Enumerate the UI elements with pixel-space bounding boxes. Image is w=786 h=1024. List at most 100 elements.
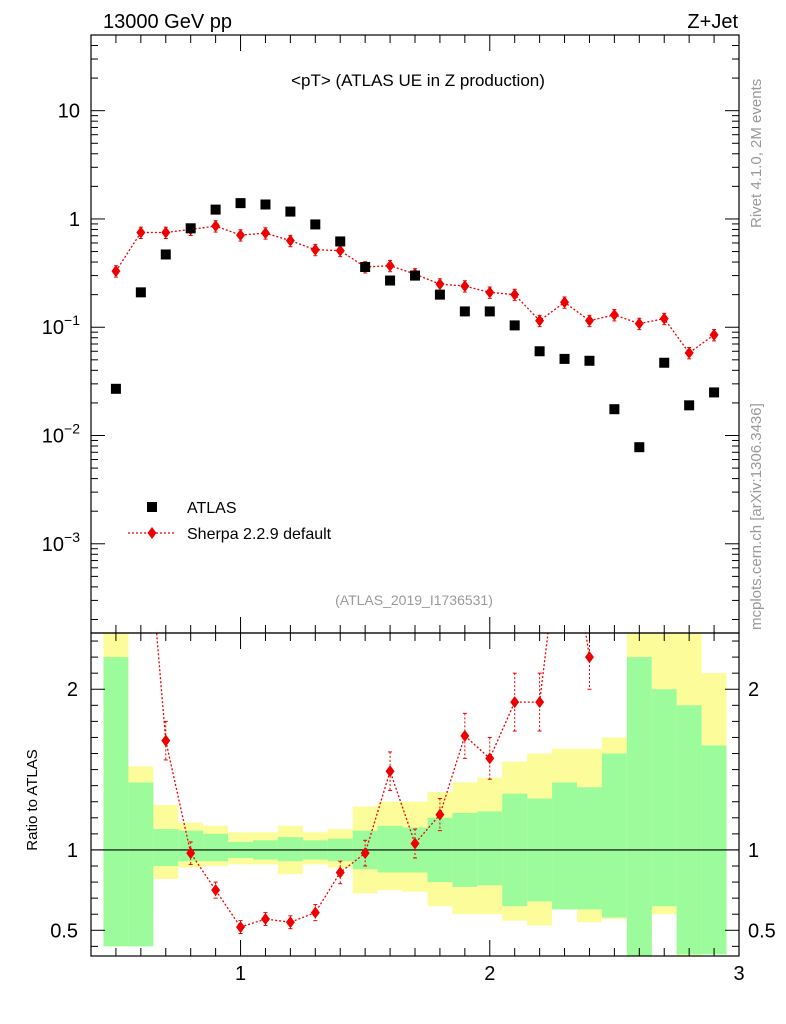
sherpa-point (485, 286, 495, 299)
band-green (601, 753, 627, 918)
band-green (203, 833, 229, 862)
sherpa-point (584, 314, 594, 327)
atlas-point (360, 262, 371, 273)
legend: ATLAS Sherpa 2.2.9 default (128, 500, 332, 543)
ratio-y-tick-label-right: 1 (748, 840, 759, 862)
atlas-point (335, 236, 346, 247)
sherpa-point (535, 314, 545, 327)
atlas-point (410, 270, 420, 281)
ratio-uncertainty-bands (103, 633, 727, 956)
band-green (676, 705, 702, 955)
band-green (277, 837, 303, 862)
sherpa-point (161, 226, 171, 239)
band-green (377, 825, 403, 873)
sherpa-point (211, 220, 221, 233)
ratio-y-tick-label: 2 (67, 679, 78, 701)
sherpa-point (609, 308, 619, 321)
band-green (552, 782, 577, 910)
sherpa-point (510, 288, 520, 301)
ratio-y-tick-label-right: 0.5 (748, 920, 776, 942)
sherpa-point (435, 278, 445, 291)
ratio-point (560, 490, 569, 502)
y-tick-label: 10 (58, 101, 80, 123)
ratio-point (211, 884, 221, 897)
ratio-point (136, 442, 145, 454)
y-tick-label: 1 (69, 209, 80, 231)
ratio-point (485, 752, 495, 765)
ratio-point (460, 729, 470, 742)
ratio-point (335, 866, 345, 879)
atlas-point (684, 400, 695, 411)
ratio-y-tick-label-right: 2 (748, 679, 759, 701)
sherpa-point (634, 317, 644, 330)
atlas-point (310, 219, 321, 230)
sherpa-point (285, 234, 295, 247)
header-left: 13000 GeV pp (103, 11, 232, 33)
band-green (651, 689, 677, 907)
sherpa-point (260, 227, 270, 240)
legend-marker-sherpa (147, 527, 157, 539)
atlas-point (160, 249, 171, 260)
atlas-point (584, 355, 595, 366)
ratio-point (410, 837, 420, 850)
sherpa-point (111, 265, 121, 278)
legend-label: ATLAS (187, 500, 237, 517)
ratio-point (186, 847, 196, 860)
band-green (128, 782, 154, 947)
sherpa-point (460, 280, 470, 293)
y-tick-label: 10−1 (42, 312, 80, 339)
rivet-label: Rivet 4.1.0, 2M events (748, 79, 765, 228)
axes: 10 1 10−1 10−2 10−3 0.5 0.5 1 1 2 2 1 2 3 (42, 34, 776, 985)
ratio-point (310, 906, 320, 919)
sherpa-point (659, 312, 669, 325)
main-frame (90, 34, 740, 634)
ratio-y-tick-label: 1 (67, 840, 78, 862)
atlas-point (634, 442, 645, 453)
atlas-point (210, 204, 221, 215)
ratio-point (360, 847, 370, 860)
ratio-plot-area (91, 442, 739, 935)
x-tick-label: 1 (235, 963, 246, 985)
atlas-point (509, 320, 520, 331)
atlas-point (659, 357, 670, 368)
ratio-point (236, 921, 246, 934)
atlas-point (285, 206, 296, 217)
sherpa-point (385, 259, 395, 272)
atlas-point (235, 198, 246, 209)
ratio-point (584, 651, 594, 664)
ratio-point (161, 734, 171, 747)
atlas-point (459, 306, 470, 317)
ratio-point (285, 916, 295, 929)
band-green (153, 829, 179, 867)
ratio-point (260, 913, 270, 926)
mcplots-label: mcplots.cern.ch [arXiv:1306.3436] (748, 403, 765, 630)
band-green (626, 657, 652, 956)
atlas-point (534, 346, 545, 357)
sherpa-point (684, 346, 694, 359)
x-tick-label: 3 (733, 963, 744, 985)
analysis-id: (ATLAS_2019_I1736531) (335, 592, 493, 608)
sherpa-point (709, 328, 719, 341)
legend-marker-atlas (147, 502, 157, 512)
ratio-y-tick-label: 0.5 (50, 920, 78, 942)
atlas-point (185, 223, 196, 234)
y-tick-label: 10−3 (42, 529, 80, 556)
sherpa-point (236, 229, 246, 242)
main-plot-area (110, 198, 720, 453)
plot-title: <pT> (ATLAS UE in Z production) (291, 71, 545, 90)
atlas-point (709, 387, 720, 398)
sherpa-point (310, 243, 320, 256)
sherpa-line (115, 225, 715, 354)
sherpa-point (560, 296, 570, 309)
atlas-point (434, 289, 445, 300)
atlas-point (559, 353, 570, 364)
band-green (477, 811, 503, 886)
legend-label: Sherpa 2.2.9 default (187, 526, 332, 543)
ratio-point (535, 696, 545, 709)
band-green (577, 787, 602, 910)
atlas-point (385, 275, 396, 286)
sherpa-point (335, 244, 345, 257)
atlas-point (609, 404, 620, 415)
header-right: Z+Jet (687, 11, 738, 33)
ratio-point (510, 696, 520, 709)
